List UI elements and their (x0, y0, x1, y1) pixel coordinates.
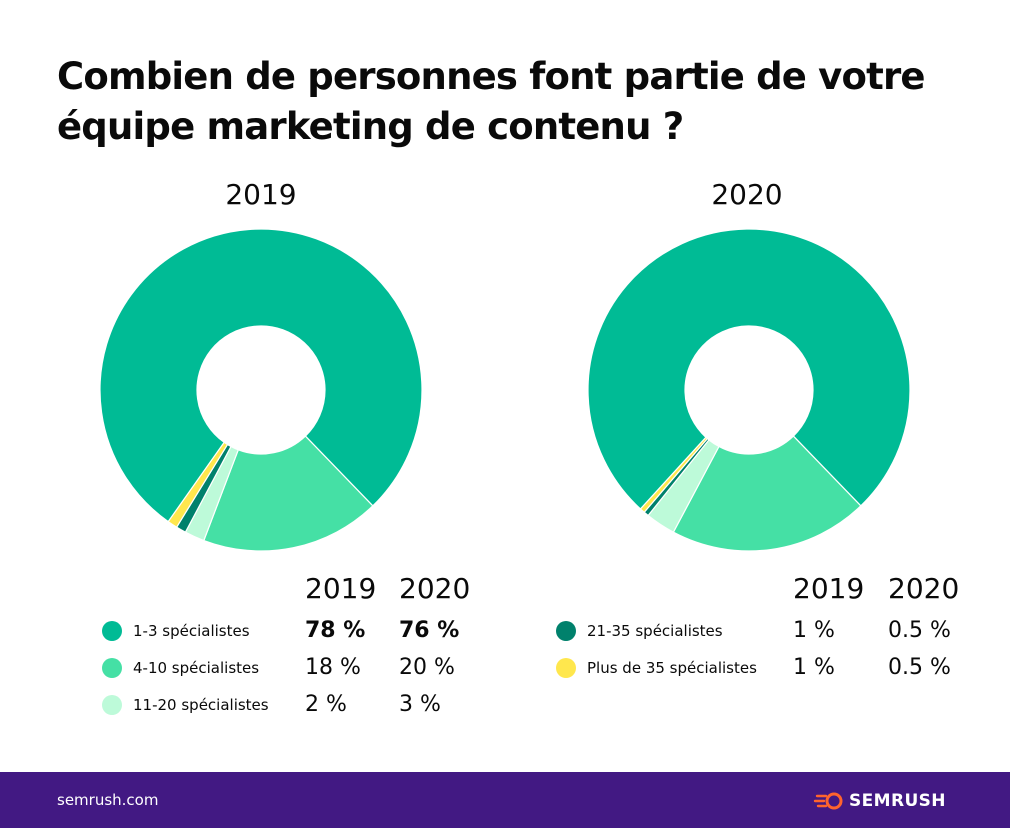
legend-header-2019-right: 2019 (793, 572, 865, 605)
data-label-2019: 2 % (305, 692, 347, 717)
legend-label: 4-10 spécialistes (133, 659, 260, 677)
footer-bar: semrush.com SEMRUSH (0, 772, 1010, 828)
pie-slice-1-3 (99, 228, 423, 523)
pie-slice-4-10 (203, 435, 374, 552)
data-label-2020: 20 % (399, 655, 455, 680)
legend-item-21-35: 21-35 spécialistes 1 % 0.5 % (556, 616, 976, 646)
brand-name: SEMRUSH (849, 791, 946, 811)
donut-chart-2019 (99, 228, 423, 552)
data-label-2019: 1 % (793, 618, 835, 643)
legend-label: Plus de 35 spécialistes (587, 659, 757, 677)
pie-slice-1-3 (587, 228, 911, 510)
legend-swatch (102, 695, 122, 715)
legend-swatch (102, 658, 122, 678)
legend-header-2020-left: 2020 (399, 572, 471, 605)
donut-chart-2020 (587, 228, 911, 552)
chart-title-2019: 2019 (225, 178, 297, 211)
legend-item-plus-35: Plus de 35 spécialistes 1 % 0.5 % (556, 653, 976, 683)
legend-item-1-3: 1-3 spécialistes 78 % 76 % (102, 616, 482, 646)
legend-label: 11-20 spécialistes (133, 696, 269, 714)
legend-swatch (102, 621, 122, 641)
legend-header-2020-right: 2020 (888, 572, 960, 605)
legend-label: 21-35 spécialistes (587, 622, 723, 640)
legend-item-11-20: 11-20 spécialistes 2 % 3 % (102, 690, 482, 720)
chart-title-2020: 2020 (711, 178, 783, 211)
data-label-2020: 3 % (399, 692, 441, 717)
legend-header-2019-left: 2019 (305, 572, 377, 605)
data-label-2019: 1 % (793, 655, 835, 680)
footer-site-link[interactable]: semrush.com (57, 791, 159, 809)
title-line-2: équipe marketing de contenu ? (57, 105, 684, 148)
semrush-flame-icon (813, 792, 843, 810)
data-label-2020: 76 % (399, 618, 460, 643)
legend-swatch (556, 621, 576, 641)
legend-label: 1-3 spécialistes (133, 622, 250, 640)
pie-slice-4-10 (672, 435, 862, 552)
data-label-2019: 78 % (305, 618, 366, 643)
legend-swatch (556, 658, 576, 678)
data-label-2019: 18 % (305, 655, 361, 680)
chart-title: Combien de personnes font partie de votr… (57, 52, 957, 152)
data-label-2020: 0.5 % (888, 655, 951, 680)
title-line-1: Combien de personnes font partie de votr… (57, 55, 926, 98)
legend-item-4-10: 4-10 spécialistes 18 % 20 % (102, 653, 482, 683)
data-label-2020: 0.5 % (888, 618, 951, 643)
